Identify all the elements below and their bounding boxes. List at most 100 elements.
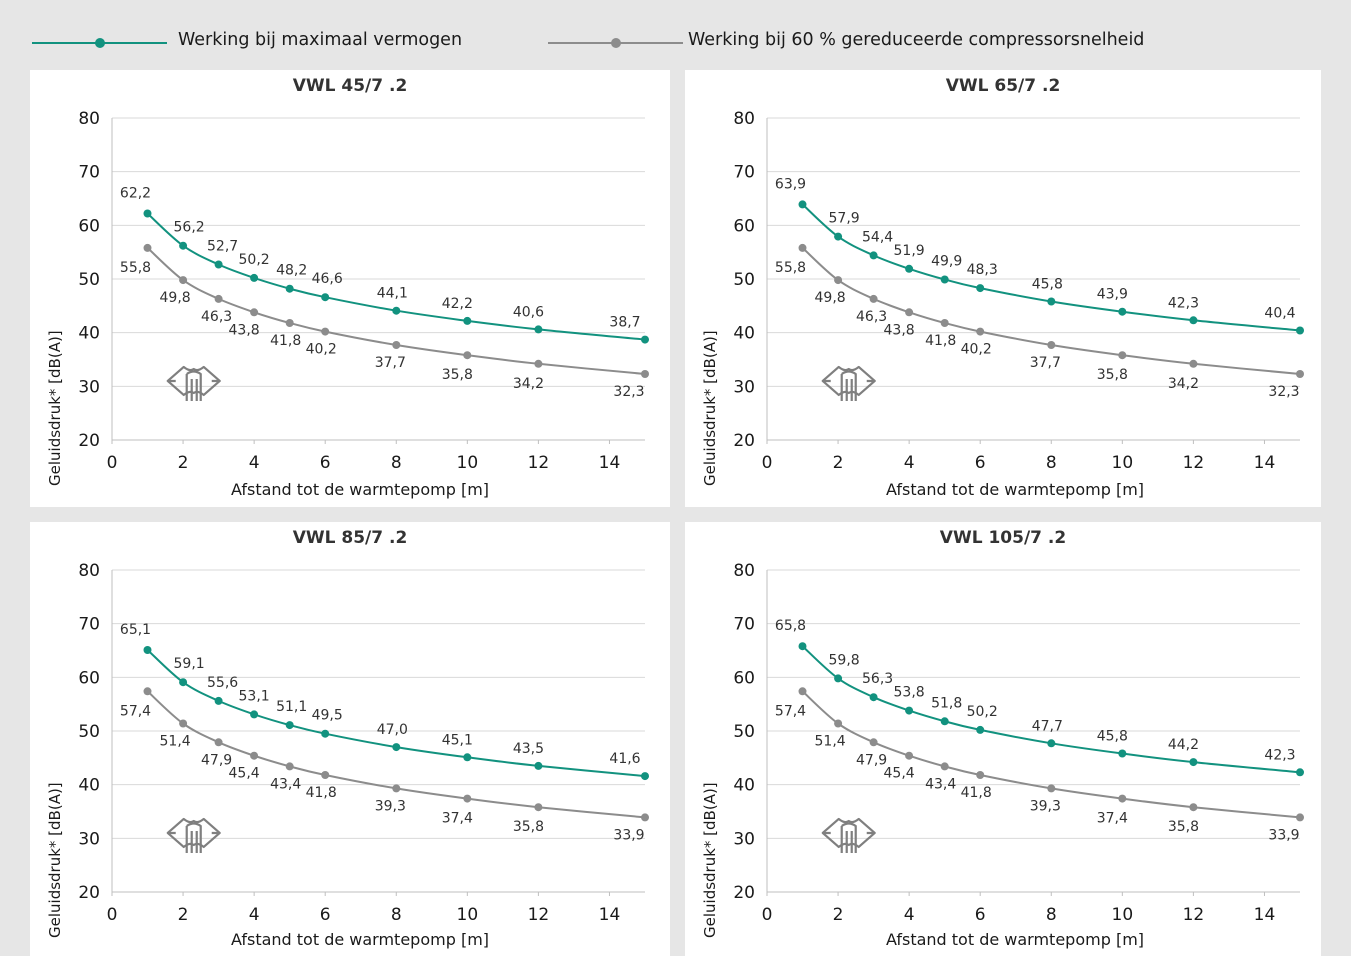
data-label: 33,9 [1268, 827, 1299, 843]
data-label: 41,6 [609, 751, 640, 767]
chart-plot-area: 20 30 40 50 60 70 80 0 2 4 6 8 10 12 14 65,8 59,856,353,… [733, 561, 1304, 925]
x-tick-label: 12 [1183, 905, 1205, 925]
series-line-max [146, 212, 646, 341]
data-point [463, 316, 472, 325]
data-label: 57,4 [120, 703, 151, 719]
x-tick-label: 14 [599, 453, 621, 473]
ear-icon [821, 817, 876, 853]
data-point [534, 803, 543, 812]
data-point [250, 710, 259, 719]
x-tick-label: 8 [391, 453, 402, 473]
data-label: 43,8 [229, 322, 260, 338]
data-label: 48,2 [276, 263, 307, 279]
data-point [798, 642, 807, 651]
data-label: 35,8 [1097, 367, 1128, 383]
data-label: 46,3 [201, 309, 232, 325]
data-point [143, 687, 152, 696]
x-axis-label: Afstand tot de warmtepomp [m] [230, 930, 490, 949]
data-label: 43,4 [925, 776, 956, 792]
data-label: 41,8 [306, 785, 337, 801]
data-label: 65,8 [775, 618, 806, 634]
data-point [1118, 307, 1127, 316]
data-point [1118, 794, 1127, 803]
data-point [976, 284, 985, 293]
legend-label-reduced: Werking bij 60 % gereduceerde compressor… [688, 30, 1145, 50]
data-point [392, 784, 401, 793]
chart-panel-2: VWL 65/7 .2 20 30 40 50 60 70 80 0 2 4 6 8 10 12 14 63,… [685, 70, 1321, 507]
data-label: 49,8 [815, 290, 846, 306]
series-line-reduced [146, 247, 646, 375]
data-point [798, 687, 807, 696]
data-label: 43,8 [884, 322, 915, 338]
x-tick-label: 0 [107, 905, 118, 925]
data-point [285, 284, 294, 293]
data-label: 45,4 [884, 766, 915, 782]
x-tick-label: 8 [1046, 905, 1057, 925]
x-tick-label: 4 [249, 905, 260, 925]
x-tick-label: 14 [1254, 905, 1276, 925]
x-tick-label: 2 [178, 905, 189, 925]
data-point [534, 325, 543, 334]
data-point [179, 719, 188, 728]
data-label: 57,4 [775, 703, 806, 719]
y-tick-label: 40 [78, 324, 100, 344]
data-label: 57,9 [829, 211, 860, 227]
data-point [976, 771, 985, 779]
data-point [179, 241, 188, 250]
x-tick-label: 8 [391, 905, 402, 925]
y-tick-label: 30 [733, 377, 755, 397]
y-tick-label: 40 [78, 776, 100, 796]
y-tick-label: 70 [733, 163, 755, 183]
data-point [1189, 758, 1198, 767]
y-tick-label: 50 [78, 270, 100, 290]
data-label: 44,1 [377, 286, 408, 302]
data-point [534, 761, 543, 770]
data-label: 37,4 [442, 811, 473, 827]
y-tick-label: 50 [78, 722, 100, 742]
y-tick-label: 20 [78, 883, 100, 903]
legend-label-max: Werking bij maximaal vermogen [178, 30, 463, 50]
data-point [905, 308, 914, 317]
y-axis-label: Geluidsdruk* [dB(A)] [46, 330, 64, 486]
data-label: 55,8 [120, 260, 151, 276]
chart-title: VWL 45/7 .2 [292, 76, 408, 96]
data-label: 34,2 [513, 376, 544, 392]
x-axis-label: Afstand tot de warmtepomp [m] [885, 930, 1145, 949]
x-tick-label: 6 [320, 453, 331, 473]
data-label: 45,8 [1032, 277, 1063, 293]
chart-panel-1: VWL 45/7 .2 20 30 40 50 60 70 80 0 2 4 6 8 10 12 14 62,… [30, 70, 670, 507]
data-point [285, 319, 294, 327]
data-label: 49,8 [160, 290, 191, 306]
data-label: 41,8 [961, 785, 992, 801]
data-point [869, 251, 878, 260]
chart-plot-area: 20 30 40 50 60 70 80 0 2 4 6 8 10 12 14 65,1 59,155,653,… [78, 561, 649, 925]
data-point [834, 232, 843, 241]
data-point [321, 771, 330, 779]
data-point [143, 243, 152, 252]
series-line-reduced [801, 690, 1301, 819]
data-label: 59,1 [174, 656, 205, 672]
data-point [534, 359, 543, 368]
data-label: 50,2 [967, 704, 998, 720]
data-label: 52,7 [207, 239, 238, 255]
chart-title: VWL 65/7 .2 [945, 76, 1061, 96]
ear-icon [821, 365, 876, 401]
ear-icon [166, 817, 221, 853]
data-point [321, 729, 330, 738]
y-tick-label: 80 [78, 109, 100, 129]
x-tick-label: 4 [904, 905, 915, 925]
y-tick-label: 60 [78, 668, 100, 688]
data-label: 56,3 [862, 671, 893, 687]
data-label: 48,3 [967, 262, 998, 278]
data-label: 39,3 [375, 798, 406, 814]
data-label: 40,2 [961, 342, 992, 358]
data-label: 39,3 [1030, 798, 1061, 814]
x-tick-label: 2 [833, 905, 844, 925]
data-label: 45,8 [1097, 729, 1128, 745]
y-tick-label: 60 [733, 668, 755, 688]
y-axis-label: Geluidsdruk* [dB(A)] [701, 330, 719, 486]
data-label: 51,4 [160, 734, 191, 750]
data-label: 54,4 [862, 229, 893, 245]
data-label: 43,4 [270, 776, 301, 792]
series-line-max [801, 203, 1301, 332]
